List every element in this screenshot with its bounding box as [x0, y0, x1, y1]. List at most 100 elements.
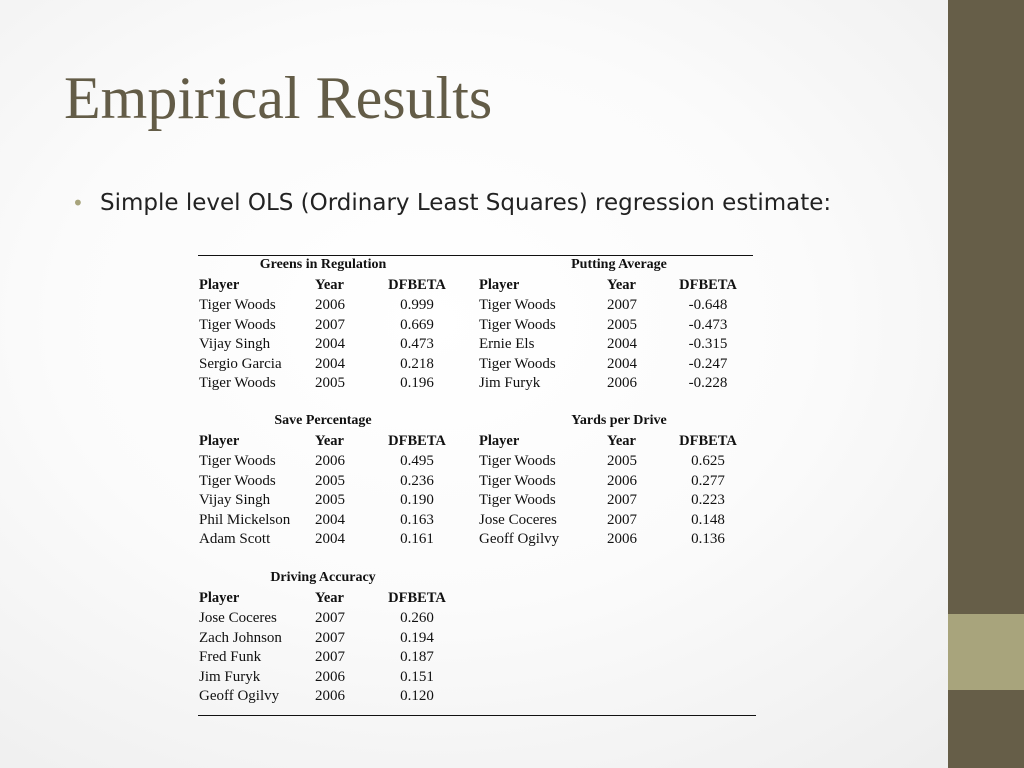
- header-player: Player: [479, 433, 520, 449]
- table-row: Ernie Els 2004 -0.315: [478, 334, 738, 354]
- bullet-dot-icon: •: [72, 191, 84, 215]
- cell-dfbeta: 0.161: [400, 531, 434, 547]
- cell-player: Jim Furyk: [199, 668, 261, 685]
- cell-player: Jose Coceres: [199, 610, 277, 626]
- table-header-row: Player Year DFBETA: [478, 431, 738, 451]
- table-row: Jose Coceres 2007 0.148: [478, 510, 738, 530]
- cell-player: Vijay Singh: [199, 336, 271, 352]
- cell-player: Zach Johnson: [199, 629, 282, 646]
- cell-dfbeta: 0.495: [400, 453, 434, 469]
- header-dfbeta: DFBETA: [388, 433, 446, 449]
- table-row: Tiger Woods 2005 0.196: [198, 373, 458, 393]
- cell-player: Jim Furyk: [479, 375, 541, 391]
- bullet-item: • Simple level OLS (Ordinary Least Square…: [72, 186, 831, 220]
- header-dfbeta: DFBETA: [679, 277, 737, 293]
- cell-player: Tiger Woods: [479, 355, 556, 372]
- cell-dfbeta: 0.151: [400, 668, 434, 685]
- table-bottom-rule: [198, 715, 756, 716]
- cell-year: 2004: [607, 355, 637, 372]
- header-year: Year: [315, 277, 344, 293]
- cell-year: 2006: [607, 375, 637, 391]
- table-row: Tiger Woods 2007 0.669: [198, 315, 458, 335]
- table-title: Putting Average: [571, 257, 667, 272]
- header-year: Year: [315, 433, 344, 449]
- table-row: Fred Funk 2007 0.187: [198, 647, 458, 667]
- cell-year: 2006: [315, 688, 345, 704]
- header-dfbeta: DFBETA: [679, 433, 737, 449]
- cell-player: Jose Coceres: [479, 511, 557, 528]
- cell-dfbeta: 0.136: [691, 531, 725, 547]
- cell-year: 2004: [315, 336, 345, 352]
- cell-dfbeta: 0.277: [691, 472, 725, 489]
- cell-year: 2005: [607, 453, 637, 469]
- cell-player: Tiger Woods: [199, 375, 276, 391]
- decorative-sidebar-accent: [948, 614, 1024, 690]
- table-row: Jose Coceres 2007 0.260: [198, 608, 458, 628]
- table-row: Jim Furyk 2006 -0.228: [478, 373, 738, 393]
- cell-year: 2007: [315, 629, 345, 646]
- table-header-row: Player Year DFBETA: [198, 431, 458, 451]
- cell-year: 2005: [315, 492, 345, 508]
- table-title: Greens in Regulation: [259, 257, 387, 272]
- cell-year: 2006: [607, 472, 637, 489]
- cell-player: Tiger Woods: [199, 297, 276, 313]
- cell-player: Tiger Woods: [199, 316, 276, 333]
- dfbeta-table: Greens in Regulation Player Year DFBETA …: [198, 255, 756, 716]
- cell-player: Phil Mickelson: [199, 511, 291, 528]
- cell-player: Tiger Woods: [479, 316, 556, 333]
- cell-year: 2007: [315, 610, 345, 626]
- cell-dfbeta: -0.228: [688, 375, 728, 391]
- table-header-row: Player Year DFBETA: [198, 588, 458, 608]
- table-row: Tiger Woods 2005 0.236: [198, 471, 458, 491]
- cell-player: Fred Funk: [199, 649, 262, 665]
- table-header-row: Player Year DFBETA: [198, 275, 458, 295]
- cell-dfbeta: -0.315: [688, 336, 728, 352]
- cell-dfbeta: 0.194: [400, 629, 434, 646]
- cell-year: 2005: [607, 316, 637, 333]
- table-title: Save Percentage: [274, 413, 372, 428]
- cell-year: 2006: [315, 297, 345, 313]
- table-row: Geoff Ogilvy 2006 0.120: [198, 686, 458, 706]
- cell-dfbeta: -0.648: [688, 297, 728, 313]
- cell-player: Tiger Woods: [479, 453, 556, 469]
- cell-player: Tiger Woods: [479, 492, 556, 508]
- cell-year: 2004: [315, 531, 345, 547]
- table-row: Tiger Woods 2005 -0.473: [478, 315, 738, 335]
- cell-dfbeta: 0.625: [691, 453, 725, 469]
- cell-player: Geoff Ogilvy: [479, 531, 560, 547]
- header-dfbeta: DFBETA: [388, 277, 446, 293]
- table-title: Yards per Drive: [571, 413, 667, 428]
- cell-year: 2005: [315, 375, 345, 391]
- cell-player: Geoff Ogilvy: [199, 688, 280, 704]
- cell-dfbeta: 0.260: [400, 610, 434, 626]
- cell-dfbeta: -0.473: [688, 316, 728, 333]
- cell-player: Adam Scott: [199, 531, 271, 547]
- cell-year: 2004: [315, 511, 345, 528]
- cell-year: 2005: [315, 472, 345, 489]
- header-dfbeta: DFBETA: [388, 590, 446, 606]
- cell-year: 2004: [315, 355, 345, 372]
- table-top-rule: [198, 255, 753, 256]
- cell-dfbeta: 0.120: [400, 688, 434, 704]
- cell-player: Tiger Woods: [199, 472, 276, 489]
- cell-dfbeta: 0.148: [691, 511, 725, 528]
- table-row: Adam Scott 2004 0.161: [198, 529, 458, 549]
- cell-player: Tiger Woods: [479, 472, 556, 489]
- cell-year: 2007: [607, 492, 637, 508]
- cell-year: 2007: [607, 511, 637, 528]
- cell-dfbeta: 0.223: [691, 492, 725, 508]
- table-row: Tiger Woods 2006 0.495: [198, 451, 458, 471]
- header-player: Player: [199, 433, 240, 449]
- cell-player: Tiger Woods: [199, 453, 276, 469]
- cell-year: 2007: [315, 649, 345, 665]
- header-player: Player: [199, 590, 240, 606]
- header-year: Year: [315, 590, 344, 606]
- table-row: Tiger Woods 2006 0.999: [198, 295, 458, 315]
- table-row: Vijay Singh 2004 0.473: [198, 334, 458, 354]
- cell-year: 2007: [315, 316, 345, 333]
- table-row: Jim Furyk 2006 0.151: [198, 667, 458, 687]
- cell-dfbeta: -0.247: [688, 355, 728, 372]
- cell-year: 2006: [607, 531, 637, 547]
- cell-dfbeta: 0.187: [400, 649, 434, 665]
- table-row: Tiger Woods 2007 -0.648: [478, 295, 738, 315]
